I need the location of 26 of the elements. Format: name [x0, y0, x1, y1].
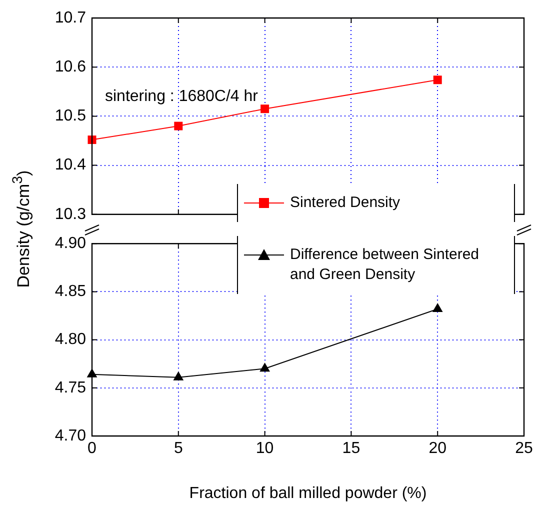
- y-tick-label: 4.85: [54, 283, 86, 300]
- x-tick-label: 0: [88, 440, 97, 458]
- legend-label: Sintered Density: [290, 193, 402, 213]
- point: [260, 362, 270, 372]
- x-axis-title: Fraction of ball milled powder (%): [189, 484, 427, 502]
- point: [173, 371, 184, 380]
- y-tick-label: 4.75: [54, 379, 86, 396]
- y-tick-label: 4.80: [54, 331, 86, 348]
- point: [433, 76, 442, 84]
- legend-label: Difference between Sintered and Green Density: [290, 245, 480, 285]
- x-tick-label: 5: [174, 440, 183, 458]
- x-tick-label: 10: [256, 440, 274, 458]
- y-tick-label: 4.90: [54, 235, 86, 252]
- y-tick-label: 10.6: [54, 58, 86, 76]
- y-tick-label: 10.5: [54, 108, 86, 125]
- y-tick-label: 10.7: [54, 9, 86, 26]
- y-tick-label: 10.4: [54, 156, 86, 174]
- x-tick-label: 15: [342, 440, 360, 458]
- point: [432, 303, 443, 312]
- point: [260, 104, 270, 114]
- x-tick-label: 20: [428, 440, 447, 458]
- y-tick-label: 10.3: [54, 206, 86, 223]
- annotation: sintering : 1680C/4 hr: [105, 88, 259, 105]
- y-tick-label: 4.70: [54, 427, 86, 444]
- point: [174, 122, 183, 130]
- x-tick-label: 25: [515, 440, 533, 458]
